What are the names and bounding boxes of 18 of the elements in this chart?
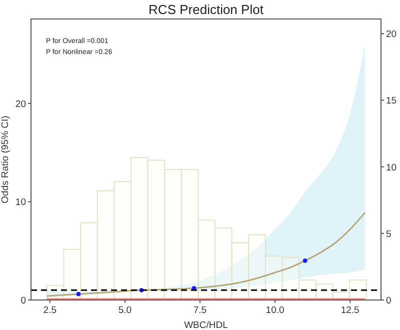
x-tick-label: 12.5: [340, 305, 360, 316]
y2-tick-label: 0: [386, 296, 392, 306]
x-axis-title: WBC/HDL: [184, 320, 228, 330]
x-tick-label: 2.5: [43, 305, 57, 316]
y-tick-label: 0: [20, 296, 26, 306]
point: [302, 258, 308, 263]
y-axis-title: Odds Ratio (95% CI): [0, 116, 11, 204]
y2-tick-label: 5: [386, 228, 392, 240]
y-tick-label: 20: [15, 98, 26, 110]
x-tick-label: 10.0: [266, 305, 284, 316]
y2-tick-label: 20: [386, 29, 397, 40]
y2-tick-label: 10: [386, 162, 397, 174]
x-tick-label: 7.5: [193, 305, 207, 316]
point: [76, 292, 81, 296]
chart-title: RCS Prediction Plot: [148, 2, 264, 17]
x-tick-label: 5.0: [118, 305, 132, 316]
y-tick-label: 10: [15, 197, 26, 208]
y2-tick-label: 15: [386, 96, 397, 107]
